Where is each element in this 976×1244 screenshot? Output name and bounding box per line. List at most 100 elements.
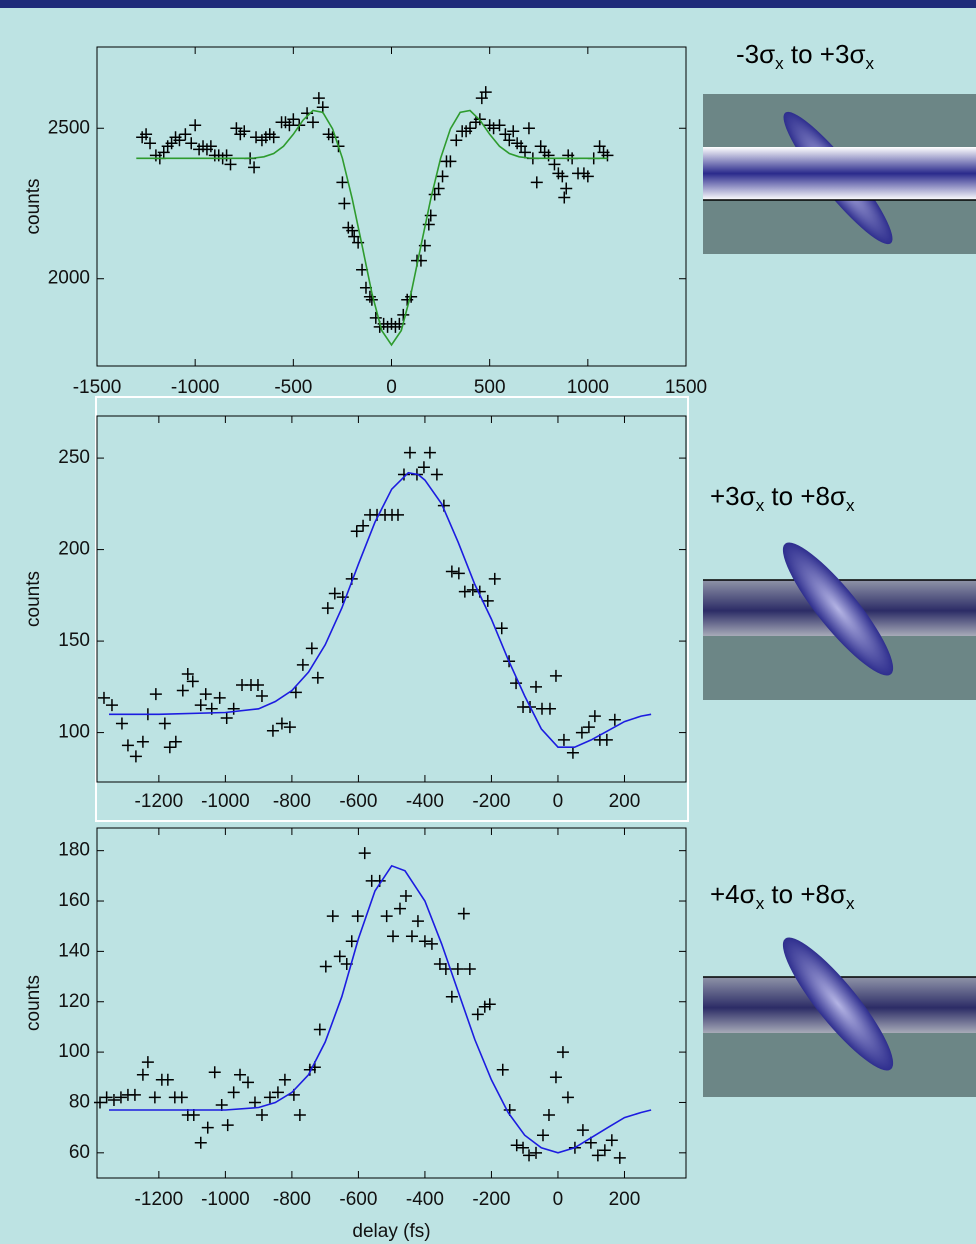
data-point [144, 137, 157, 150]
data-point [582, 721, 595, 734]
x-tick-label: -800 [273, 791, 311, 812]
y-axis-label: counts [23, 571, 44, 627]
data-point [141, 1056, 154, 1069]
data-point [405, 930, 418, 943]
data-point [593, 140, 606, 153]
y-axis-label: counts [23, 975, 44, 1031]
data-point [425, 937, 438, 950]
data-point [450, 134, 463, 147]
data-point [556, 170, 569, 183]
data-point [522, 122, 535, 135]
data-point [458, 585, 471, 598]
data-point [575, 726, 588, 739]
y-tick-label: 150 [58, 630, 90, 651]
data-point [271, 1086, 284, 1099]
data-point [234, 1068, 247, 1081]
data-point [357, 519, 370, 532]
data-point [230, 122, 243, 135]
data-point [496, 1063, 509, 1076]
y-tick-label: 160 [58, 890, 90, 911]
data-point [115, 717, 128, 730]
data-point [411, 915, 424, 928]
illustration: +3σx to +8σx [703, 481, 976, 700]
data-point [542, 1109, 555, 1122]
data-point [561, 1091, 574, 1104]
plot: -1500 -1000 -500 0 500 1000 1500 2000 2500 counts [23, 46, 707, 398]
x-tick-label: 200 [609, 791, 641, 812]
y-axis-label: counts [23, 179, 44, 235]
data-point [157, 146, 170, 159]
data-point [267, 131, 280, 144]
data-point [600, 733, 613, 746]
data-point [175, 1091, 188, 1104]
data-point [403, 446, 416, 459]
data-point [199, 688, 212, 701]
data-point [523, 1149, 536, 1162]
data-point [266, 724, 279, 737]
data-point [479, 86, 492, 99]
data-point [293, 1109, 306, 1122]
data-point [430, 468, 443, 481]
data-point [478, 1000, 491, 1013]
data-point [165, 137, 178, 150]
data-point [213, 691, 226, 704]
data-point [549, 669, 562, 682]
data-point [510, 1139, 523, 1152]
data-point [556, 1046, 569, 1059]
data-point [208, 1066, 221, 1079]
fit-line [136, 109, 608, 347]
illustration-label: +4σx to +8σx [710, 879, 855, 913]
data-point [326, 910, 339, 923]
data-point [463, 963, 476, 976]
data-point [481, 594, 494, 607]
data-point [495, 622, 508, 635]
data-point [328, 587, 341, 600]
data-point [176, 684, 189, 697]
data-point [436, 170, 449, 183]
data-point [530, 176, 543, 189]
y-tick-label: 180 [58, 840, 90, 861]
data-point [179, 128, 192, 141]
data-point [380, 910, 393, 923]
data-point [591, 1149, 604, 1162]
data-point [515, 140, 528, 153]
data-point [445, 990, 458, 1003]
data-point [414, 254, 427, 267]
data-point [530, 1146, 543, 1159]
data-point [311, 671, 324, 684]
data-point [348, 230, 361, 243]
illustration-label: +3σx to +8σx [710, 481, 855, 515]
data-point [306, 116, 319, 129]
data-point [275, 717, 288, 730]
x-tick-label: 0 [553, 1189, 564, 1210]
y-tick-label: 80 [69, 1091, 90, 1112]
data-point [530, 680, 543, 693]
data-point [605, 1134, 618, 1147]
data-point [613, 1151, 626, 1164]
fit-line [109, 864, 652, 1154]
data-point [312, 92, 325, 105]
illustration: +4σx to +8σx [703, 879, 976, 1097]
data-point [346, 224, 359, 237]
data-point [369, 311, 382, 324]
x-tick-label: -1200 [135, 791, 184, 812]
x-tick-label: 200 [609, 1189, 641, 1210]
data-point [161, 1073, 174, 1086]
x-tick-label: -200 [472, 1189, 510, 1210]
data-point [397, 468, 410, 481]
data-point [289, 686, 302, 699]
data-point [386, 930, 399, 943]
data-point [251, 679, 264, 692]
data-point [445, 565, 458, 578]
data-point [588, 710, 601, 723]
y-tick-label: 120 [58, 991, 90, 1012]
data-point [444, 155, 457, 168]
y-tick-label: 60 [69, 1142, 90, 1163]
data-point [493, 119, 506, 132]
data-point [601, 149, 614, 162]
data-point [488, 572, 501, 585]
x-tick-label: -1500 [73, 377, 122, 398]
data-point [173, 134, 186, 147]
data-point [397, 308, 410, 321]
data-point [201, 1121, 214, 1134]
